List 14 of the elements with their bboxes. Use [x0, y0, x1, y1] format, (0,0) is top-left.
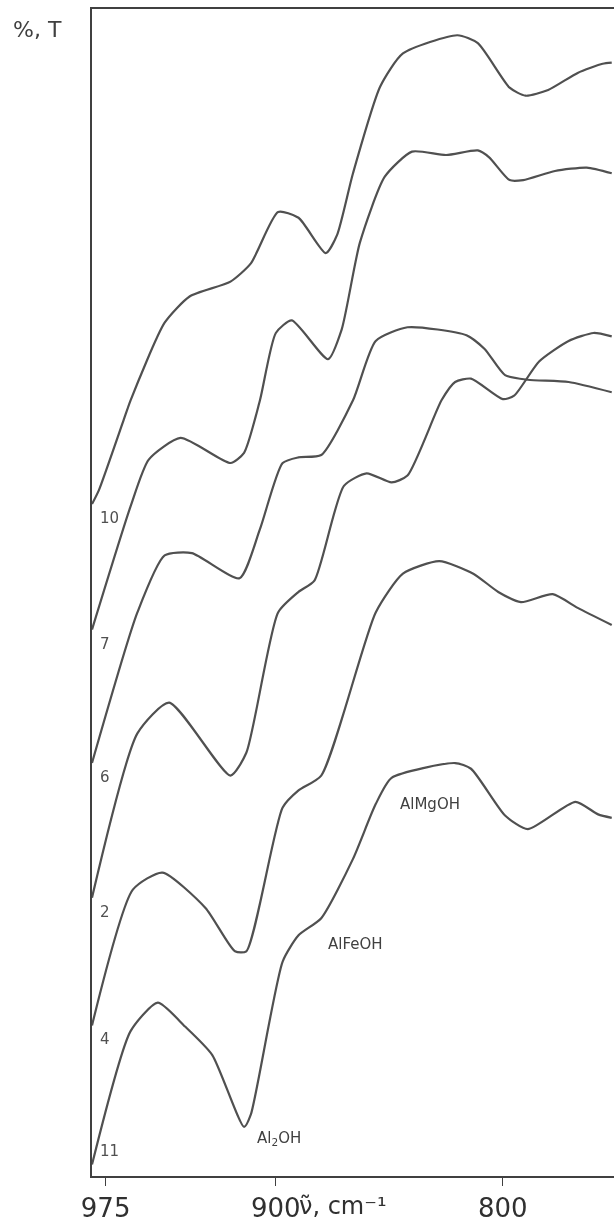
series-label: 10: [100, 509, 120, 527]
series-label: 11: [100, 1142, 120, 1160]
x-axis-title: ν̃, cm⁻¹: [299, 1192, 387, 1220]
annotation: AlFeOH: [328, 935, 383, 953]
x-tick-label: 900: [251, 1193, 301, 1224]
annotation: Al$_{2}$OH: [257, 1129, 302, 1149]
series-label: 2: [100, 903, 110, 921]
series-label: 7: [100, 635, 110, 653]
x-tick-label: 800: [477, 1193, 528, 1224]
x-tick-label: 975: [80, 1193, 131, 1224]
y-axis-title: %, T: [13, 17, 62, 42]
series-label: 6: [100, 768, 110, 786]
annotation: AlMgOH: [400, 795, 460, 813]
series-label: 4: [100, 1030, 110, 1048]
